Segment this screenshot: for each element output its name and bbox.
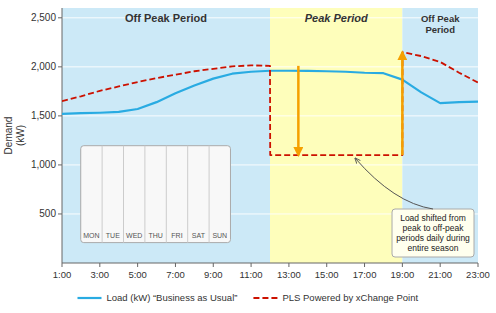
x-tick: [288, 263, 289, 267]
y-tick: [58, 66, 62, 67]
y-tick: [58, 164, 62, 165]
inset-day-label: MON: [83, 232, 99, 239]
band-label: Off Peak Period: [125, 12, 207, 24]
inset-day-label: FRI: [171, 232, 182, 239]
y-tick-label: 1,500: [31, 110, 56, 121]
legend-label: PLS Powered by xChange Point: [282, 292, 418, 303]
x-tick: [213, 263, 214, 267]
x-tick: [326, 263, 327, 267]
bands: [62, 8, 478, 263]
shift-arrow: [297, 66, 300, 155]
annotation: Load shifted frompeak to off-peakperiods…: [355, 158, 474, 257]
y-label-group: Demand(kW): [3, 117, 26, 155]
y-tick-label: 1,000: [31, 159, 56, 170]
y-tick-label: 2,500: [31, 12, 56, 23]
x-tick: [251, 263, 252, 267]
band-label-line: Off Peak: [421, 13, 460, 24]
inset: MON TUE WED THU FRI SAT SUN: [81, 146, 231, 243]
y-tick: [58, 213, 62, 214]
annotation-text-line: peak to off-peak: [403, 223, 465, 233]
legend-swatch: [253, 297, 277, 299]
band-label-line: Off Peak Period: [125, 12, 207, 24]
x-tick-label: 5:00: [128, 269, 147, 280]
annotation-text-line: Load shifted from: [400, 213, 466, 223]
legend: Load (kW) “Business as Usual” PLS Powered…: [77, 292, 418, 303]
y-label-line: Demand: [3, 117, 14, 155]
x-tick-label: 19:00: [390, 269, 414, 280]
x-tick-label: 21:00: [428, 269, 452, 280]
inset-day-label: SUN: [212, 232, 227, 239]
legend-label: Load (kW) “Business as Usual”: [106, 292, 237, 303]
x-tick: [440, 263, 441, 267]
series-line: [62, 52, 478, 155]
inset-day-label: WED: [126, 232, 142, 239]
period-band: [62, 8, 270, 263]
annotation-pointer: [355, 158, 433, 209]
inset-divider: [209, 146, 210, 243]
y-tick-label: 500: [39, 208, 56, 219]
x-tick: [62, 263, 63, 267]
chart: 500 1,000 1,500 2,000 2,500 1:00 3:00 5:00 7:00 9…: [0, 0, 496, 313]
x-tick: [137, 263, 138, 267]
series-group: [62, 52, 478, 155]
y-tick-label: 2,000: [31, 61, 56, 72]
inset-divider: [102, 146, 103, 243]
band-label-line: Period: [425, 24, 455, 35]
annotation-box: [392, 209, 474, 257]
annotation-text: Load shifted frompeak to off-peakperiods…: [396, 213, 470, 253]
x-tick-label: 17:00: [353, 269, 377, 280]
inset-day-label: SAT: [192, 232, 206, 239]
x-tick-label: 9:00: [204, 269, 223, 280]
x-tick-label: 7:00: [166, 269, 185, 280]
x-tick: [99, 263, 100, 267]
x-tick-label: 13:00: [277, 269, 301, 280]
annotation-text-line: entire season: [407, 243, 458, 253]
inset-divider: [144, 146, 145, 243]
inset-divider: [166, 146, 167, 243]
inset-divider: [187, 146, 188, 243]
y-tick: [58, 17, 62, 18]
inset-frame: [81, 146, 231, 243]
band-label: Off PeakPeriod: [421, 13, 460, 35]
y-label-line: (kW): [15, 125, 26, 146]
x-tick: [478, 263, 479, 267]
period-band: [270, 8, 402, 263]
x-tick: [364, 263, 365, 267]
shift-arrow: [401, 52, 404, 155]
band-label: Peak Period: [305, 12, 368, 24]
x-tick: [402, 263, 403, 267]
x-tick-label: 23:00: [466, 269, 490, 280]
y-axis: [62, 8, 63, 263]
inset-day-label: TUE: [106, 232, 120, 239]
x-tick-label: 1:00: [53, 269, 72, 280]
y-label: Demand(kW): [3, 117, 26, 155]
annotation-text-line: periods daily during: [396, 233, 470, 243]
x-tick: [175, 263, 176, 267]
y-tick: [58, 115, 62, 116]
inset-day-label: THU: [148, 232, 162, 239]
legend-swatch: [77, 297, 101, 299]
x-tick-label: 15:00: [315, 269, 339, 280]
band-label-line: Peak Period: [305, 12, 368, 24]
x-axis: [62, 263, 478, 264]
x-tick-label: 11:00: [240, 269, 263, 280]
inset-divider: [123, 146, 124, 243]
x-tick-label: 3:00: [91, 269, 110, 280]
